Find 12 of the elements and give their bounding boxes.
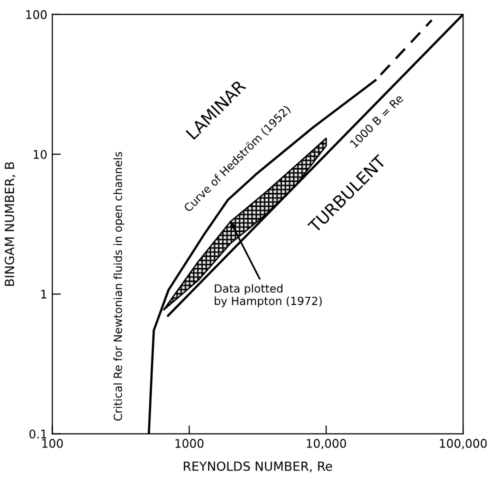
annotation: Critical Re for Newtonian fluids in open channels: [113, 152, 124, 421]
y-tick-label: 10: [34, 150, 47, 159]
x-tick-label: 100: [42, 438, 63, 448]
y-tick-label: 100: [26, 10, 47, 20]
y-tick-label: 0.1: [29, 430, 46, 439]
x-axis-title: REYNOLDS NUMBER, Re: [184, 461, 332, 472]
annotation: Data plotted by Hampton (1972): [214, 284, 322, 308]
x-tick-label: 100,000: [440, 438, 487, 450]
y-tick-label: 1: [41, 290, 46, 299]
x-tick-label: 10,000: [306, 438, 346, 450]
y-axis-title: BINGAM NUMBER, B: [4, 162, 16, 286]
x-tick-label: 1000: [176, 438, 204, 448]
